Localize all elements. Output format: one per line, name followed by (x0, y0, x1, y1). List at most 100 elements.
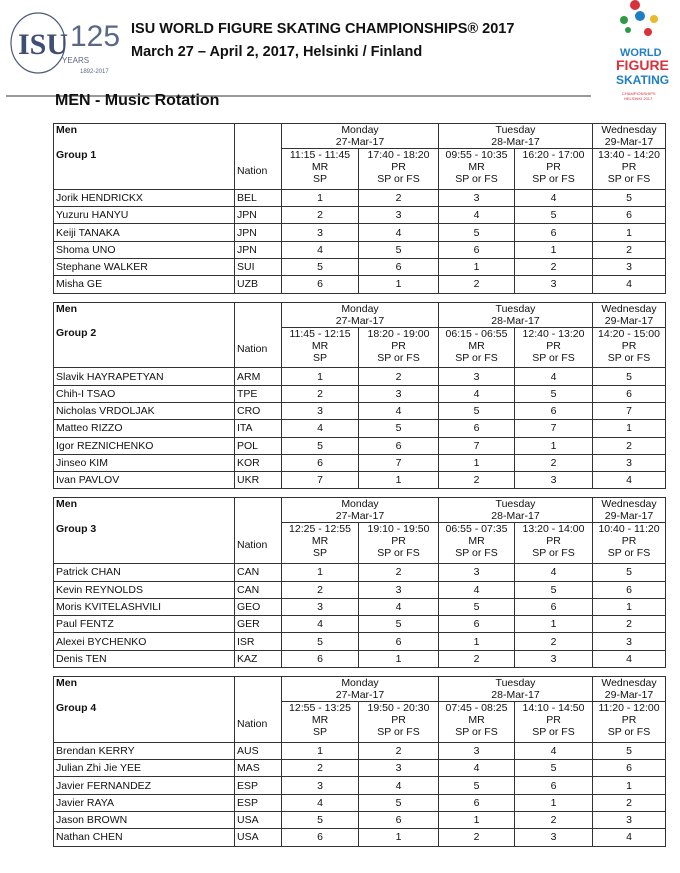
day-header: Monday 27-Mar-17 (281, 123, 439, 149)
session-time: 06:15 - 06:55 (445, 327, 508, 340)
rotation-order: 5 (514, 384, 593, 403)
skater-nation: ISR (234, 632, 282, 651)
rotation-order: 1 (281, 367, 359, 386)
session-header: 07:45 - 08:25 MR SP or FS (438, 701, 515, 743)
rotation-order: 3 (358, 580, 439, 599)
day-header: Tuesday 28-Mar-17 (438, 123, 593, 149)
rotation-order: 5 (592, 188, 666, 208)
skater-nation: SUI (234, 257, 282, 277)
session-header: 13:20 - 14:00 PR SP or FS (514, 522, 593, 565)
rotation-order: 3 (358, 759, 439, 778)
session-time: 11:20 - 12:00 (598, 702, 660, 715)
skater-name: Jorik HENDRICKX (53, 188, 235, 208)
skater-name: Igor REZNICHENKO (53, 436, 235, 455)
rotation-order: 4 (592, 649, 666, 669)
rotation-order: 2 (438, 471, 515, 490)
nation-header: Nation (234, 343, 282, 369)
rotation-order: 4 (438, 759, 515, 778)
day-name: Monday (341, 498, 379, 511)
session-type: SP (312, 173, 327, 185)
rotation-order: 5 (281, 436, 359, 455)
rotation-order: 1 (592, 776, 666, 795)
rotation-order: 3 (438, 741, 515, 761)
session-type: PR (621, 714, 637, 727)
rotation-order: 1 (592, 597, 666, 617)
rotation-order: 6 (358, 436, 439, 455)
rotation-order: 1 (281, 188, 359, 208)
day-name: Tuesday (495, 498, 536, 511)
rotation-order: 2 (592, 615, 666, 634)
session-type: SP or FS (607, 173, 651, 185)
rotation-order: 3 (592, 811, 666, 830)
rotation-order: 1 (281, 563, 359, 582)
isu-125-logo: ISU 125 YEARS 1892-2017 (10, 12, 120, 75)
skater-row: Moris KVITELASHVILI GEO 3 4 5 6 1 (53, 597, 666, 617)
session-header: 11:45 - 12:15 MR SP (281, 326, 359, 369)
session-type: PR (546, 535, 561, 548)
rotation-order: 3 (592, 632, 666, 651)
skater-nation: ARM (234, 367, 282, 386)
skater-nation: ITA (234, 419, 282, 438)
group-table: Men Monday 27-Mar-17 Tuesday 28-Mar-17 Wednes… (53, 497, 666, 669)
nation-header-spacer (234, 522, 282, 540)
session-time: 06:55 - 07:35 (445, 523, 508, 536)
session-time: 14:20 - 15:00 (598, 327, 660, 340)
nation-header-spacer (234, 301, 282, 328)
session-time: 19:50 - 20:30 (367, 702, 430, 715)
rotation-order: 6 (281, 275, 359, 294)
rotation-order: 6 (514, 776, 593, 795)
session-type: SP or FS (532, 547, 575, 560)
skater-row: Matteo RIZZO ITA 4 5 6 7 1 (53, 419, 666, 438)
rotation-tables: Men Monday 27-Mar-17 Tuesday 28-Mar-17 Wednes… (53, 123, 666, 855)
skater-row: Kevin REYNOLDS CAN 2 3 4 5 6 (53, 580, 666, 599)
event-title: ISU WORLD FIGURE SKATING CHAMPIONSHIPS® … (131, 21, 515, 37)
rotation-order: 1 (438, 811, 515, 830)
session-header: 12:25 - 12:55 MR SP (281, 522, 359, 565)
skater-name: Nicholas VRDOLJAK (53, 401, 235, 421)
session-type: MR (311, 161, 329, 173)
rotation-order: 2 (514, 811, 593, 830)
nation-header: Nation (234, 164, 282, 190)
skater-row: Nathan CHEN USA 6 1 2 3 4 (53, 828, 666, 847)
nation-header-spacer (234, 327, 282, 344)
session-type: PR (391, 535, 406, 548)
rotation-order: 6 (514, 597, 593, 617)
session-type: MR (311, 339, 329, 352)
day-header: Tuesday 28-Mar-17 (438, 497, 593, 524)
group-name: Group 2 (53, 327, 235, 344)
rotation-order: 4 (281, 419, 359, 438)
svg-text:HELSINKI 2017: HELSINKI 2017 (624, 96, 653, 101)
session-type: MR (311, 535, 329, 548)
day-date: 29-Mar-17 (604, 314, 654, 327)
day-date: 28-Mar-17 (491, 314, 540, 327)
rotation-order: 7 (514, 419, 593, 438)
day-name: Monday (341, 302, 379, 315)
rotation-order: 5 (514, 206, 593, 225)
nation-header-spacer (234, 148, 282, 165)
rotation-order: 1 (592, 419, 666, 438)
rotation-order: 4 (438, 206, 515, 225)
session-time: 14:10 - 14:50 (522, 702, 585, 715)
svg-text:YEARS: YEARS (62, 56, 89, 65)
day-header: Wednesday 29-Mar-17 (592, 301, 666, 328)
skater-name: Javier FERNANDEZ (53, 776, 235, 795)
skater-name: Julian Zhi Jie YEE (53, 759, 235, 778)
session-type: SP (312, 351, 327, 364)
skater-nation: POL (234, 436, 282, 455)
session-type: PR (621, 535, 637, 548)
skater-row: Shoma UNO JPN 4 5 6 1 2 (53, 240, 666, 259)
session-header: 18:20 - 19:00 PR SP or FS (358, 326, 439, 369)
session-type: SP or FS (455, 726, 498, 739)
rotation-order: 6 (281, 649, 359, 669)
rotation-order: 4 (438, 580, 515, 599)
rotation-order: 2 (514, 257, 593, 277)
session-type: PR (391, 339, 406, 352)
skater-row: Patrick CHAN CAN 1 2 3 4 5 (53, 563, 666, 582)
group-table: Men Monday 27-Mar-17 Tuesday 28-Mar-17 Wednes… (53, 301, 666, 490)
rotation-order: 6 (592, 759, 666, 778)
skater-nation: ESP (234, 793, 282, 813)
rotation-order: 4 (281, 793, 359, 813)
rotation-order: 5 (592, 741, 666, 761)
rotation-order: 6 (281, 828, 359, 847)
skater-row: Keiji TANAKA JPN 3 4 5 6 1 (53, 223, 666, 242)
